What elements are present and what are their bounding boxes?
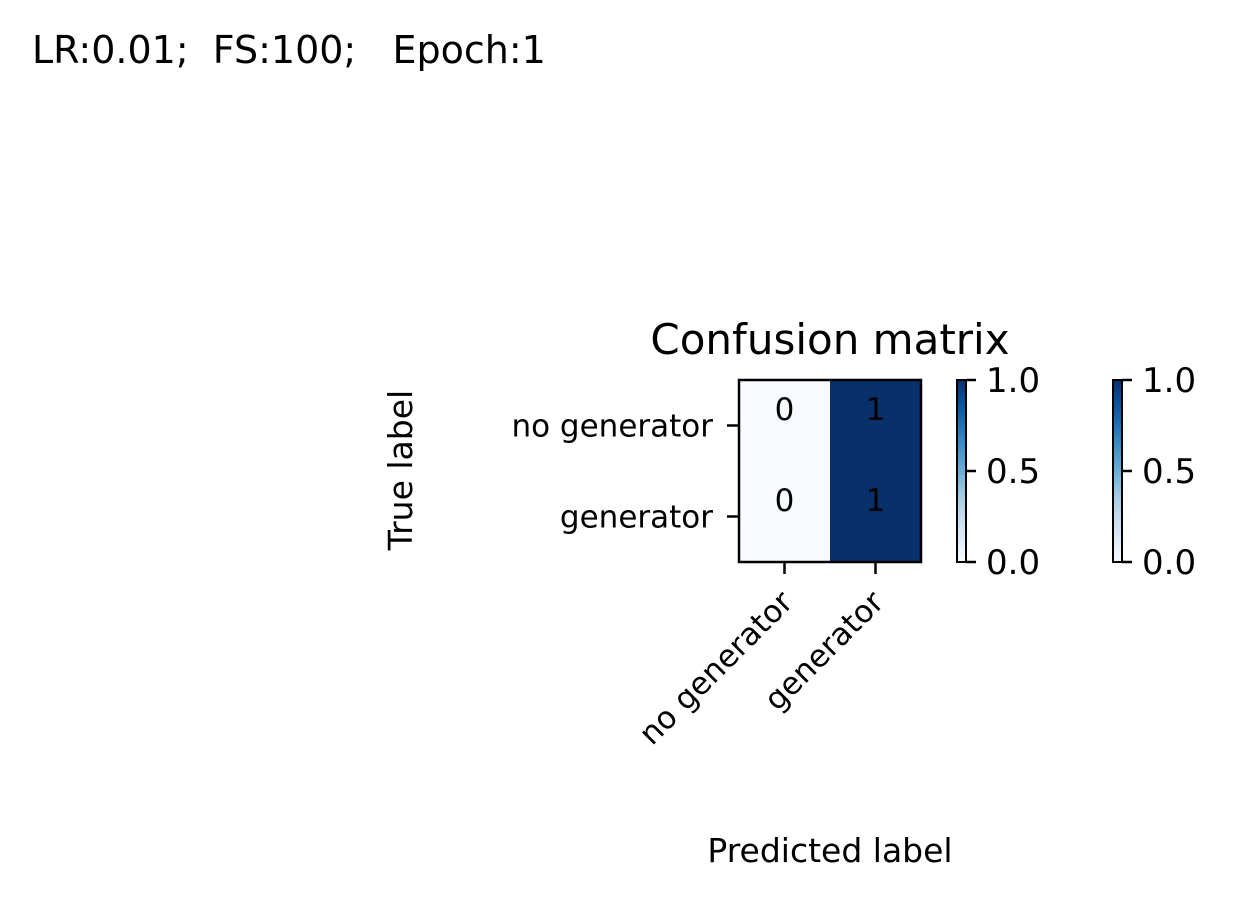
cell-value-label: 0 <box>775 392 795 428</box>
colorbar: 0.0 0.5 1.0 <box>956 361 1040 583</box>
cell-value-label: 1 <box>866 392 886 428</box>
colorbar-tick-label: 1.0 <box>1142 361 1196 401</box>
colorbar-tick-label: 0.5 <box>986 452 1040 492</box>
matrix-cell <box>830 380 921 471</box>
cell-value-label: 0 <box>775 483 795 519</box>
matrix-frame <box>737 378 923 564</box>
colorbar-tick-label: 0.0 <box>986 543 1040 583</box>
figure-suptitle: LR:0.01; FS:100; Epoch:1 <box>32 28 546 72</box>
colorbar: 0.0 0.5 1.0 <box>1112 361 1196 583</box>
colorbar-tick-label: 1.0 <box>986 361 1040 401</box>
colorbar-tick-label: 0.5 <box>1142 452 1196 492</box>
colorbar-gradient <box>1112 379 1123 563</box>
colorbar-gradient <box>956 379 967 563</box>
matrix-cell <box>739 380 830 471</box>
matrix-cell <box>739 471 830 562</box>
x-axis-label: Predicted label <box>707 831 952 870</box>
y-axis-label: True label <box>381 390 420 551</box>
colorbar-tick-label: 0.0 <box>1142 543 1196 583</box>
matrix-cell <box>830 471 921 562</box>
cell-value-label: 1 <box>866 483 886 519</box>
chart-title: Confusion matrix <box>650 315 1009 364</box>
x-tick-label: no generator <box>632 584 800 752</box>
y-tick-label: generator <box>560 500 713 536</box>
y-tick-label: no generator <box>511 409 713 445</box>
